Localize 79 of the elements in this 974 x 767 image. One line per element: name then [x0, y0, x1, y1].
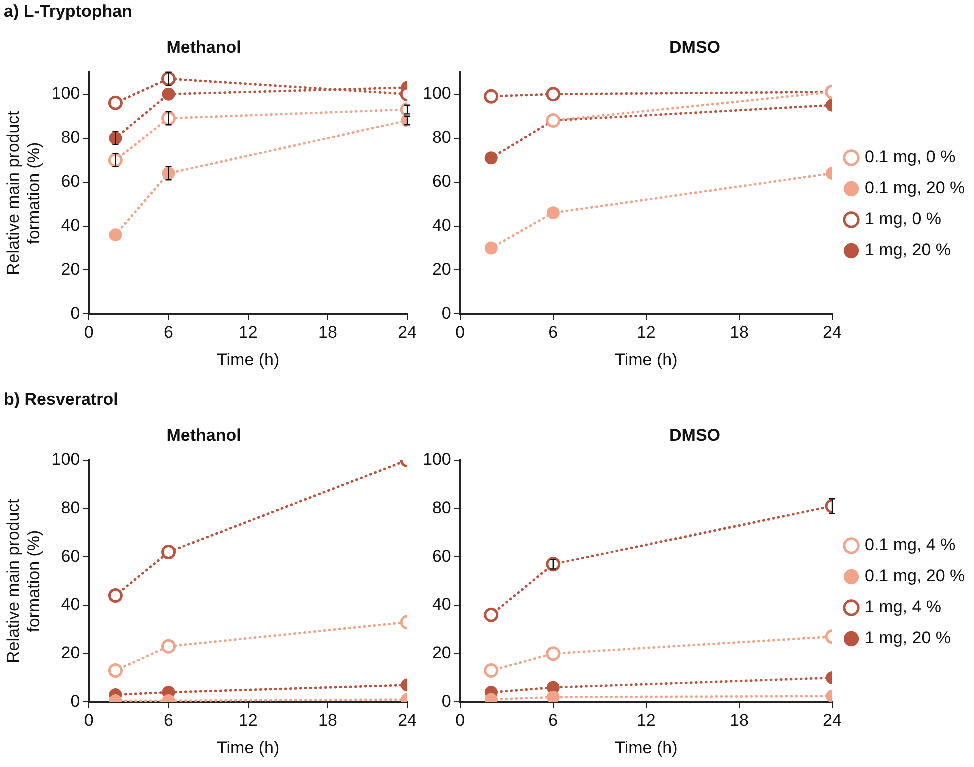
x-tick-label: 18 — [730, 323, 749, 342]
chart-title: b) Resveratrol — [4, 390, 118, 410]
y-tick-label: 100 — [422, 84, 452, 104]
y-tick-label: 80 — [432, 498, 452, 518]
point — [109, 228, 122, 242]
y-axis-title: Relative main product formation (%) — [4, 498, 44, 664]
point — [484, 664, 499, 678]
point — [484, 608, 499, 622]
legend-label: 0.1 mg, 20 % — [865, 178, 966, 198]
y-tick-label: 40 — [432, 216, 452, 235]
x-tick-label: 24 — [823, 323, 842, 342]
y-tick-label: 80 — [61, 498, 80, 518]
y-axis-title: Relative main product formation (%) — [4, 110, 44, 276]
legend-label: 1 mg, 20 % — [865, 240, 951, 260]
y-tick-label: 20 — [432, 260, 452, 279]
y-tick-label: 20 — [432, 644, 452, 663]
point — [484, 89, 499, 104]
point — [546, 646, 561, 662]
x-tick-label: 0 — [456, 711, 466, 730]
x-tick-label: 0 — [456, 323, 466, 342]
chart-subtitle: Methanol — [166, 426, 242, 445]
legend-label: 1 mg, 0 % — [865, 210, 942, 229]
chart-title: a) L-Tryptophan — [4, 2, 132, 22]
x-tick-label: 24 — [398, 711, 418, 730]
x-tick-label: 6 — [164, 323, 174, 342]
legend-label: 0.1 mg, 20 % — [865, 566, 966, 586]
legend-label: 0.1 mg, 0 % — [865, 148, 956, 167]
legend-label: 1 mg, 4 % — [865, 598, 942, 617]
x-tick-label: 12 — [636, 711, 656, 730]
point — [162, 88, 176, 101]
y-tick-label: 60 — [432, 172, 452, 191]
x-tick-label: 18 — [318, 323, 338, 342]
y-tick-label: 60 — [61, 546, 80, 566]
y-tick-label: 80 — [61, 128, 80, 148]
x-tick-label: 18 — [318, 711, 338, 730]
point — [546, 206, 560, 220]
legend-label: 1 mg, 20 % — [865, 628, 951, 648]
x-axis-title: Time (h) — [615, 350, 678, 370]
y-tick-label: 100 — [52, 450, 80, 470]
y-tick-label: 60 — [61, 172, 80, 191]
point — [162, 639, 176, 654]
point — [162, 545, 176, 560]
y-tick-label: 0 — [70, 692, 80, 711]
x-tick-label: 6 — [164, 711, 174, 730]
point — [108, 588, 123, 604]
y-tick-label: 20 — [61, 644, 80, 663]
point — [108, 664, 123, 678]
point — [546, 87, 561, 102]
chart-title: DMSO — [670, 426, 720, 445]
chart-subtitle: Methanol — [166, 38, 242, 57]
y-tick-label: 40 — [432, 595, 452, 614]
point — [546, 557, 561, 572]
y-tick-label: 60 — [432, 546, 452, 566]
x-axis-title: Time (h) — [217, 350, 280, 370]
x-tick-label: 12 — [636, 323, 656, 342]
y-tick-label: 80 — [432, 128, 452, 148]
legend-label: 0.1 mg, 4 % — [865, 536, 956, 555]
chart-title: DMSO — [670, 38, 720, 57]
y-tick-label: 0 — [442, 304, 452, 323]
x-tick-label: 18 — [730, 711, 749, 730]
point — [484, 242, 498, 255]
x-tick-label: 6 — [548, 323, 558, 342]
x-axis-title: Time (h) — [217, 738, 280, 758]
y-tick-label: 100 — [52, 84, 80, 104]
x-tick-label: 24 — [823, 711, 842, 730]
x-tick-label: 24 — [398, 323, 418, 342]
y-tick-label: 20 — [61, 260, 80, 279]
y-tick-label: 40 — [61, 216, 80, 235]
x-tick-label: 6 — [548, 711, 558, 730]
x-tick-label: 0 — [84, 711, 94, 730]
y-tick-label: 0 — [70, 304, 80, 323]
x-tick-label: 0 — [84, 323, 94, 342]
x-tick-label: 12 — [238, 711, 258, 730]
y-tick-label: 0 — [442, 692, 452, 711]
x-tick-label: 12 — [238, 323, 258, 342]
x-axis-title: Time (h) — [615, 738, 678, 758]
y-tick-label: 100 — [422, 450, 452, 470]
y-tick-label: 40 — [61, 595, 80, 614]
point — [108, 96, 123, 110]
